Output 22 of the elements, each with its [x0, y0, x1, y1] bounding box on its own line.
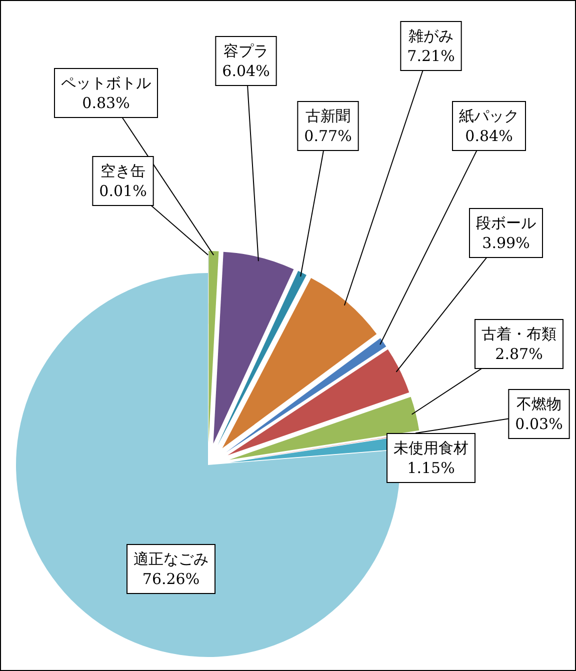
slice-label: 雑がみ — [408, 27, 454, 45]
slice-label: 容プラ — [224, 42, 268, 60]
data-label: 76.26% — [142, 570, 200, 588]
slice-label: 未使用食材 — [394, 439, 468, 457]
data-label: 1.15% — [407, 459, 455, 477]
slice-label: 古着・布類 — [482, 325, 556, 343]
slice-label: 紙パック — [459, 107, 519, 125]
data-label: 6.04% — [222, 62, 270, 80]
slice-label: 適正なごみ — [134, 550, 208, 568]
data-label: 0.03% — [515, 415, 563, 433]
data-label: 0.83% — [82, 94, 130, 112]
data-label: 0.84% — [465, 127, 513, 145]
data-label: 7.21% — [407, 47, 455, 65]
data-label: 2.87% — [495, 345, 543, 363]
data-label: 3.99% — [482, 234, 530, 252]
data-label: 0.77% — [304, 127, 352, 145]
slice-label: 空き缶 — [100, 162, 146, 180]
slice-label: 古新聞 — [306, 107, 350, 125]
slice-label: 不燃物 — [516, 395, 562, 413]
slice-label: 段ボール — [476, 214, 536, 232]
slice-label: ペットボトル — [61, 74, 151, 92]
data-label: 0.01% — [99, 182, 147, 200]
